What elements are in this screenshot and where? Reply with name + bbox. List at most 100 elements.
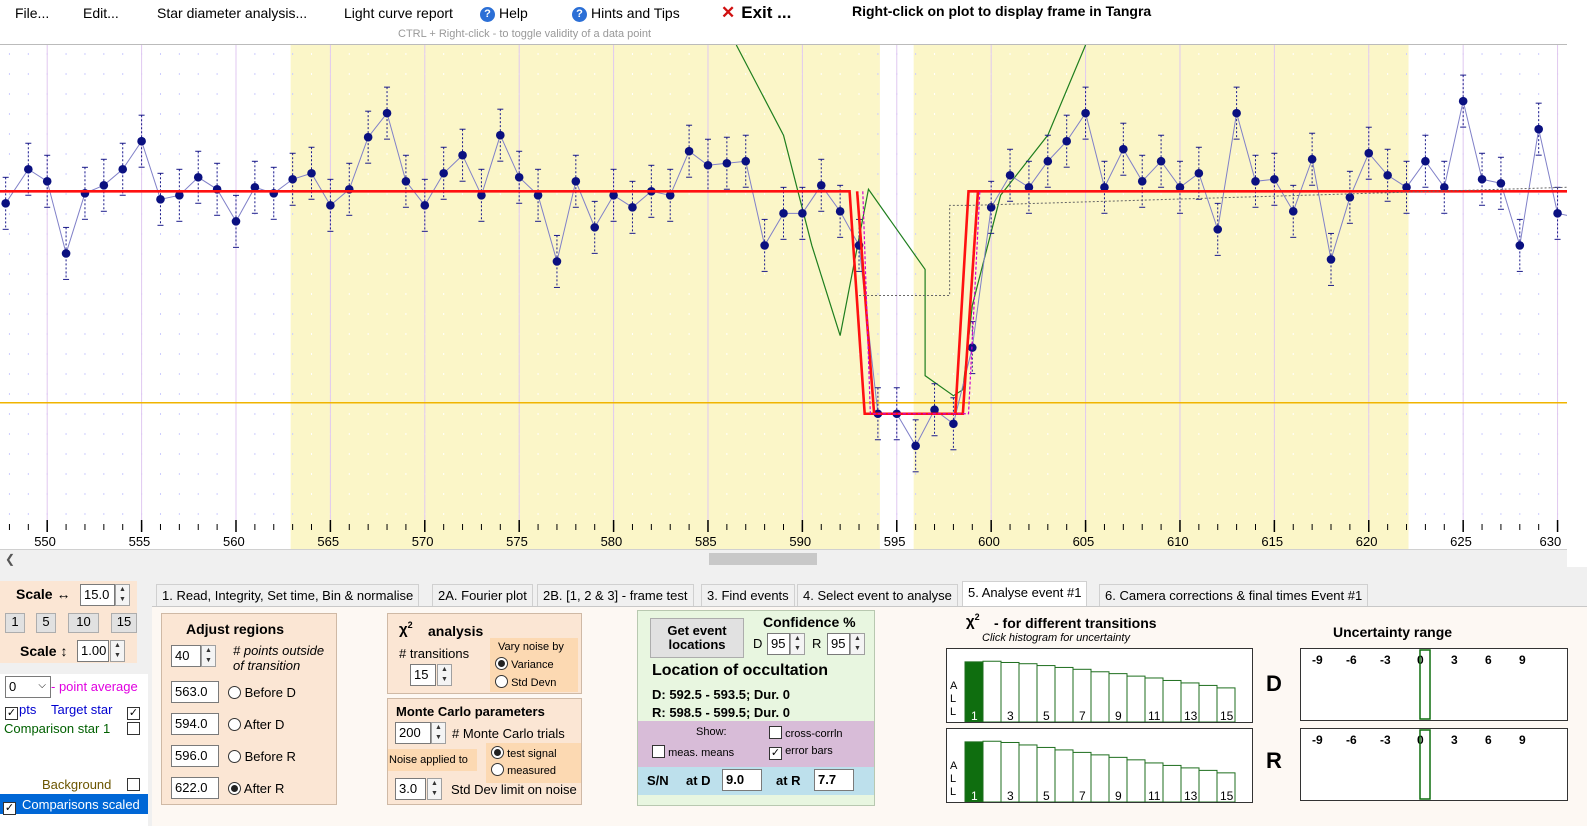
after-d-input[interactable]: 594.0 [171,713,219,735]
tab-fourier-plot[interactable]: 2A. Fourier plot [432,584,533,606]
data-point-43 [816,180,826,190]
after-r-input[interactable]: 622.0 [171,777,219,799]
hist-tick-label: 5 [1043,789,1050,802]
chi-hist-symbol: χ2 [966,612,980,630]
radio-off[interactable] [228,750,241,763]
menu-exit[interactable]: ✕ Exit ... [721,3,791,23]
confidence-r-input[interactable]: 95 [827,633,850,655]
data-point-71 [1345,193,1355,202]
data-point-36 [684,146,694,156]
scale-button-15[interactable]: 15 [111,613,137,633]
confidence-d-input[interactable]: 95 [767,633,790,655]
comparison-star-checkbox[interactable] [127,721,140,736]
tab-read-integrity[interactable]: 1. Read, Integrity, Set time, Bin & norm… [156,584,420,606]
menu-help-label: Help [499,5,528,21]
checkbox-unchecked[interactable] [769,726,782,739]
data-point-55 [1043,156,1053,166]
tab-find-events[interactable]: 3. Find events [701,584,795,606]
scale-h-input[interactable]: 15.0 [80,584,115,606]
sn-at-r-label: at R [776,773,801,788]
chi-histogram-d[interactable]: A L L 1 3 5 7 9 11 13 15 [946,648,1253,723]
checkbox-unchecked[interactable] [127,778,140,791]
radio-on[interactable] [495,657,508,670]
menu-edit[interactable]: Edit... [83,5,119,21]
radio-off[interactable] [228,686,241,699]
get-event-locations-button[interactable]: Get event locations [650,618,744,658]
after-r-radio[interactable]: After R [228,781,284,796]
target-star-checkbox[interactable]: ✓ [127,702,140,720]
std-limit-label: Std Dev limit on noise [451,782,577,797]
scale-v-spinner[interactable]: ▲ ▼ [110,640,125,662]
meas-means-option[interactable]: meas. means [652,745,734,759]
error-bars-option[interactable]: ✓ error bars [769,745,833,760]
std-devn-radio[interactable]: Std Devn [495,675,556,689]
tab-camera-corrections[interactable]: 6. Camera corrections & final times Even… [1099,584,1369,606]
menu-help[interactable]: ? Help [480,5,528,22]
std-limit-spinner[interactable]: ▲ ▼ [427,778,442,800]
mc-trials-spinner[interactable]: ▲ ▼ [431,722,446,744]
comparisons-scaled-row[interactable] [0,794,148,814]
comparisons-scaled-checkbox[interactable]: ✓ [3,797,16,815]
menu-star-diameter[interactable]: Star diameter analysis... [157,5,308,21]
tab-frame-test[interactable]: 2B. [1, 2 & 3] - frame test [537,584,694,606]
measured-radio[interactable]: measured [491,763,556,777]
radio-off[interactable] [228,718,241,731]
before-r-radio[interactable]: Before R [228,749,296,764]
radio-on[interactable] [228,782,241,795]
scrollbar-thumb[interactable] [709,553,817,565]
confidence-d-spinner[interactable]: ▲ ▼ [790,633,805,655]
data-point-81 [1534,124,1543,134]
data-point-6 [118,164,128,174]
transitions-spinner[interactable]: ▲ ▼ [437,664,452,686]
checkbox-checked[interactable]: ✓ [3,802,16,815]
menu-light-curve-report[interactable]: Light curve report [344,5,453,21]
plot-scrollbar[interactable]: ❮ [0,549,1567,567]
points-outside-input[interactable]: 40 [171,645,201,667]
scroll-left-arrow[interactable]: ❮ [4,552,16,566]
radio-off[interactable] [491,763,504,776]
radio-off[interactable] [495,675,508,688]
checkbox-checked[interactable]: ✓ [769,747,782,760]
scale-button-5[interactable]: 5 [36,613,56,633]
confidence-r-spinner[interactable]: ▲ ▼ [850,633,865,655]
before-r-input[interactable]: 596.0 [171,745,219,767]
cross-corrln-option[interactable]: cross-corrln [769,726,843,740]
data-point-15 [288,174,297,184]
scale-button-1[interactable]: 1 [5,613,25,633]
tab-analyse-event[interactable]: 5. Analyse event #1 [962,581,1088,607]
before-d-input[interactable]: 563.0 [171,681,219,703]
pts-checkbox[interactable]: ✓ [5,702,18,720]
radio-on[interactable] [491,746,504,759]
mc-trials-input[interactable]: 200 [395,722,431,744]
scale-button-10[interactable]: 10 [68,613,99,633]
checkbox-unchecked[interactable] [652,745,665,758]
uncertainty-tick-label: 6 [1485,733,1492,747]
monte-carlo-title: Monte Carlo parameters [396,704,545,719]
menu-hints[interactable]: ? Hints and Tips [572,5,680,22]
x-tick-label: 610 [1167,534,1189,549]
variance-label: Variance [511,659,554,671]
histogram-d-letter: D [1266,671,1282,696]
chi-histogram-r-svg[interactable]: ALL 1 3 5 7 9 11 13 15 [947,729,1252,803]
light-curve-plot[interactable]: 550 555 560 565 570 575 580 585 590 595 600 605 610 6… [0,44,1567,550]
test-signal-radio[interactable]: test signal [491,746,557,760]
tab-select-event[interactable]: 4. Select event to analyse [797,584,958,606]
light-curve-svg[interactable]: 550 555 560 565 570 575 580 585 590 595 600 605 610 6… [0,45,1567,550]
transitions-input[interactable]: 15 [410,664,436,686]
background-checkbox[interactable] [127,777,140,792]
point-average-select[interactable]: 0 ⌵ [5,676,51,698]
checkbox-checked[interactable]: ✓ [5,707,18,720]
before-d-radio[interactable]: Before D [228,685,296,700]
after-d-radio[interactable]: After D [228,717,284,732]
checkbox-checked[interactable]: ✓ [127,707,140,720]
chi-histogram-r[interactable]: A L L 1 3 5 7 9 11 13 15 [946,728,1253,803]
checkbox-unchecked[interactable] [127,722,140,735]
scale-h-spinner[interactable]: ▲ ▼ [115,584,130,606]
scale-v-input[interactable]: 1.00 [77,640,109,662]
chi-histogram-d-svg[interactable]: ALL 1 3 5 7 9 11 13 15 [947,649,1252,723]
std-limit-input[interactable]: 3.0 [395,778,426,800]
variance-radio[interactable]: Variance [495,657,554,671]
menu-file[interactable]: File... [15,5,50,21]
points-outside-spinner[interactable]: ▲ ▼ [201,645,216,667]
chi-fit-curve [735,45,1087,397]
